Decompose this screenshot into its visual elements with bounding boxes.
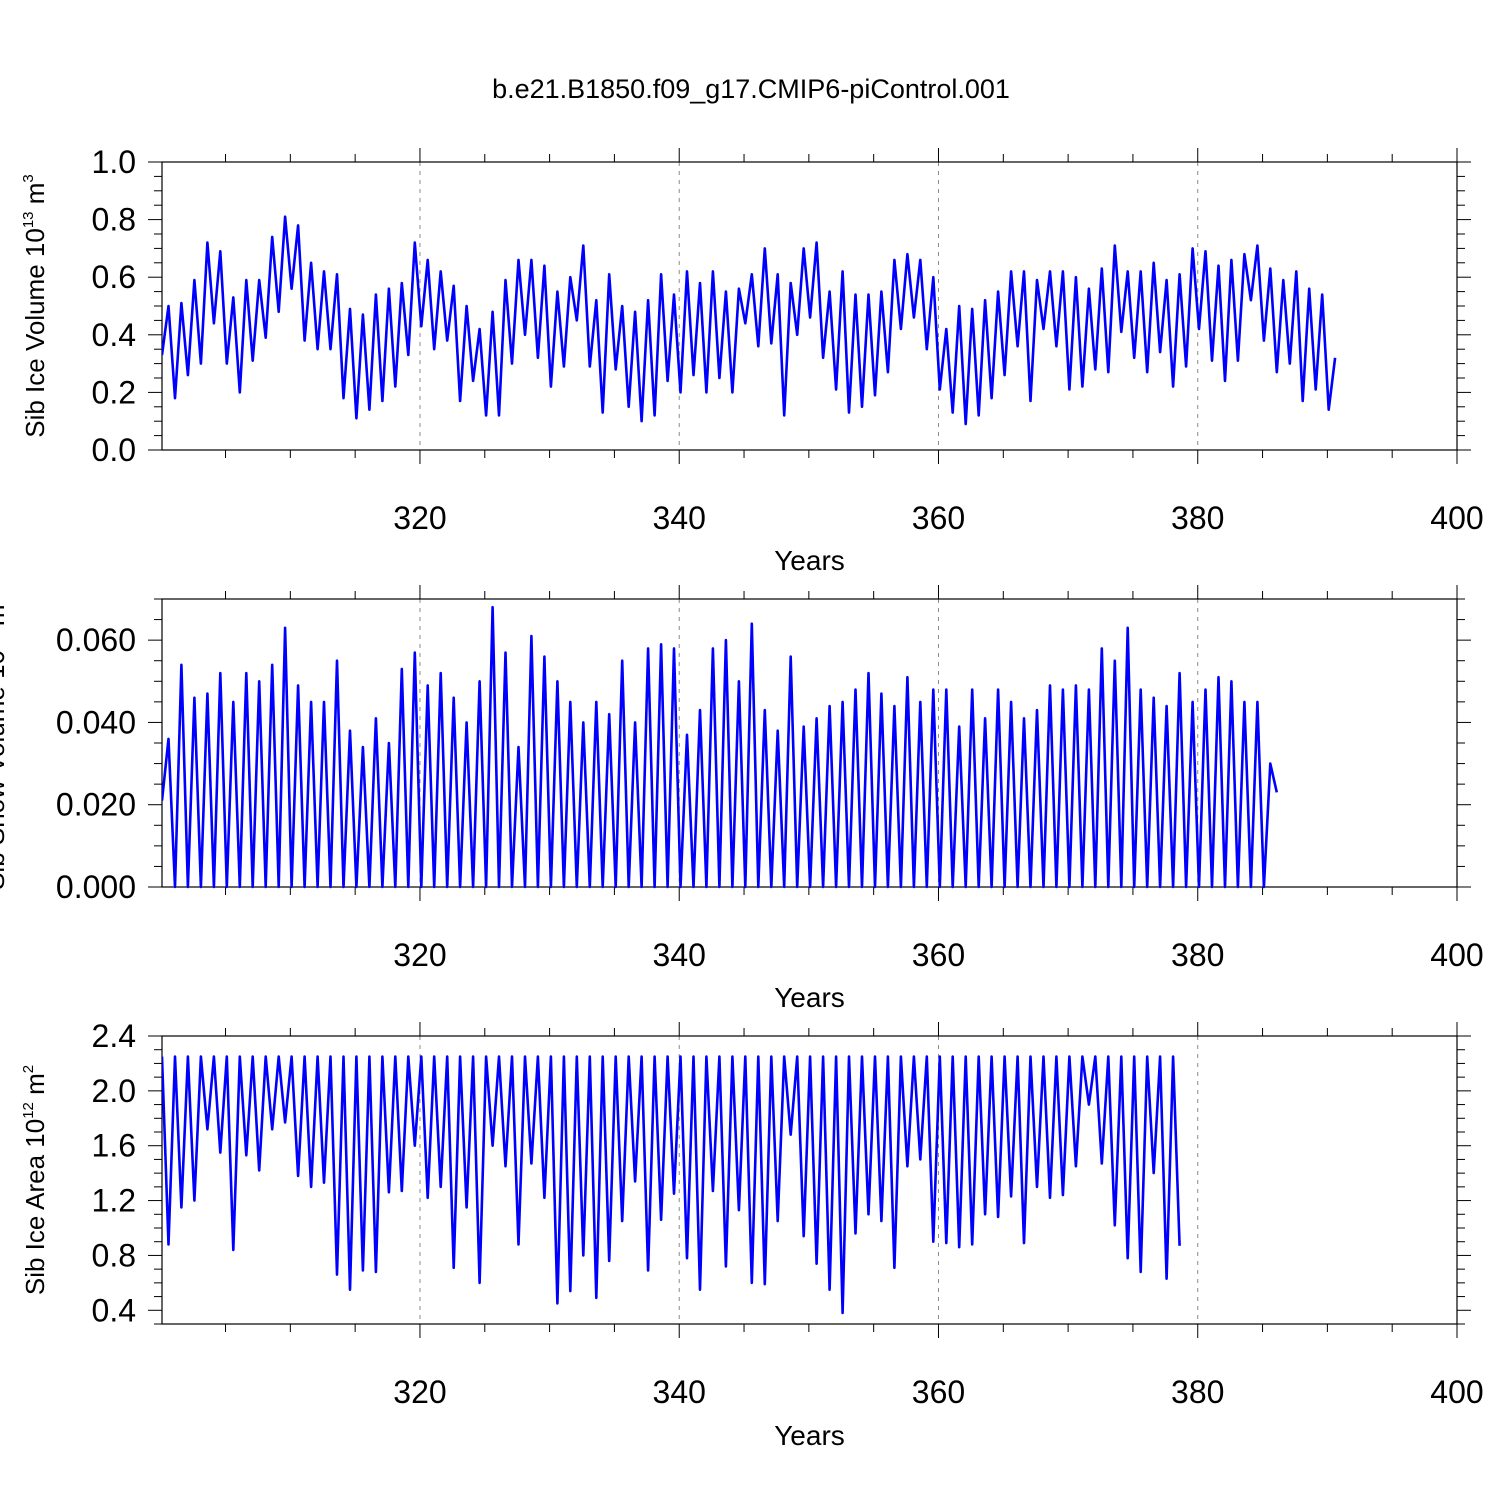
volume-ytick-label: 0.8 bbox=[92, 202, 136, 238]
volume-ytick-label: 0.0 bbox=[92, 432, 136, 468]
chart-title: b.e21.B1850.f09_g17.CMIP6-piControl.001 bbox=[492, 74, 1010, 104]
area-ylabel-exponent: 12 bbox=[20, 1102, 37, 1119]
volume-xtick-label: 340 bbox=[653, 500, 706, 536]
snow-xtick-label: 320 bbox=[393, 937, 446, 973]
area-ytick-label: 2.4 bbox=[92, 1018, 136, 1054]
volume-ylabel-base: Sib Ice Volume 10 bbox=[20, 228, 50, 438]
volume-y-axis-label: Sib Ice Volume 1013 m3 bbox=[20, 174, 50, 438]
area-ytick-label: 1.6 bbox=[92, 1128, 136, 1164]
snow-ytick-label: 0.020 bbox=[56, 787, 136, 823]
volume-ytick-label: 0.2 bbox=[92, 374, 136, 410]
panel-area: 320 340 360 380 400 Years 0.4 0.8 1.2 1.6 2.0 2.4 Si… bbox=[20, 1018, 1484, 1451]
area-ytick-label: 0.4 bbox=[92, 1292, 136, 1328]
snow-xtick-label: 380 bbox=[1171, 937, 1224, 973]
area-ylabel-unit-exponent: 2 bbox=[20, 1065, 37, 1073]
volume-ylabel-unit-exponent: 3 bbox=[20, 174, 37, 182]
snow-y-axis-label: Sib Snow Volume 1013 m3 bbox=[0, 596, 10, 890]
volume-ytick-label: 0.6 bbox=[92, 259, 136, 295]
area-series-line bbox=[162, 1055, 1181, 1315]
panel-volume: 320 340 360 380 400 Years 0.0 0.2 0.4 0.6 0.8 1.0 Si… bbox=[20, 144, 1484, 576]
area-plot-frame bbox=[161, 1035, 1458, 1325]
area-xtick-label: 380 bbox=[1171, 1374, 1224, 1410]
volume-xtick-label: 320 bbox=[393, 500, 446, 536]
area-xtick-label: 320 bbox=[393, 1374, 446, 1410]
area-ylabel-base: Sib Ice Area 10 bbox=[20, 1119, 50, 1295]
area-xtick-label: 400 bbox=[1430, 1374, 1483, 1410]
snow-ytick-label: 0.060 bbox=[56, 622, 136, 658]
volume-ylabel-exponent: 13 bbox=[20, 211, 37, 228]
snow-xtick-label: 360 bbox=[912, 937, 965, 973]
snow-ytick-label: 0.000 bbox=[56, 869, 136, 905]
snow-series-line bbox=[162, 605, 1279, 889]
volume-ylabel-unit: m bbox=[20, 183, 50, 212]
area-x-axis-label: Years bbox=[774, 1420, 845, 1451]
area-ylabel-unit: m bbox=[20, 1073, 50, 1102]
area-y-axis-label: Sib Ice Area 1012 m2 bbox=[20, 1065, 50, 1295]
area-ytick-label: 2.0 bbox=[92, 1073, 136, 1109]
snow-xtick-label: 340 bbox=[653, 937, 706, 973]
area-ytick-label: 0.8 bbox=[92, 1237, 136, 1273]
volume-series-line bbox=[162, 215, 1337, 426]
area-ytick-label: 1.2 bbox=[92, 1183, 136, 1219]
panel-snow: 320 340 360 380 400 Years 0.000 0.020 0.040 0.060… bbox=[0, 585, 1484, 1013]
volume-ytick-label: 1.0 bbox=[92, 144, 136, 180]
area-xtick-label: 360 bbox=[912, 1374, 965, 1410]
snow-ylabel-unit: m bbox=[0, 604, 10, 633]
area-xtick-label: 340 bbox=[653, 1374, 706, 1410]
volume-xtick-label: 380 bbox=[1171, 500, 1224, 536]
snow-xtick-label: 400 bbox=[1430, 937, 1483, 973]
volume-ytick-label: 0.4 bbox=[92, 317, 136, 353]
snow-ylabel-base: Sib Snow Volume 10 bbox=[0, 650, 10, 890]
volume-x-axis-label: Years bbox=[774, 545, 845, 576]
volume-xtick-label: 360 bbox=[912, 500, 965, 536]
snow-ytick-label: 0.040 bbox=[56, 704, 136, 740]
snow-x-axis-label: Years bbox=[774, 982, 845, 1013]
volume-xtick-label: 400 bbox=[1430, 500, 1483, 536]
